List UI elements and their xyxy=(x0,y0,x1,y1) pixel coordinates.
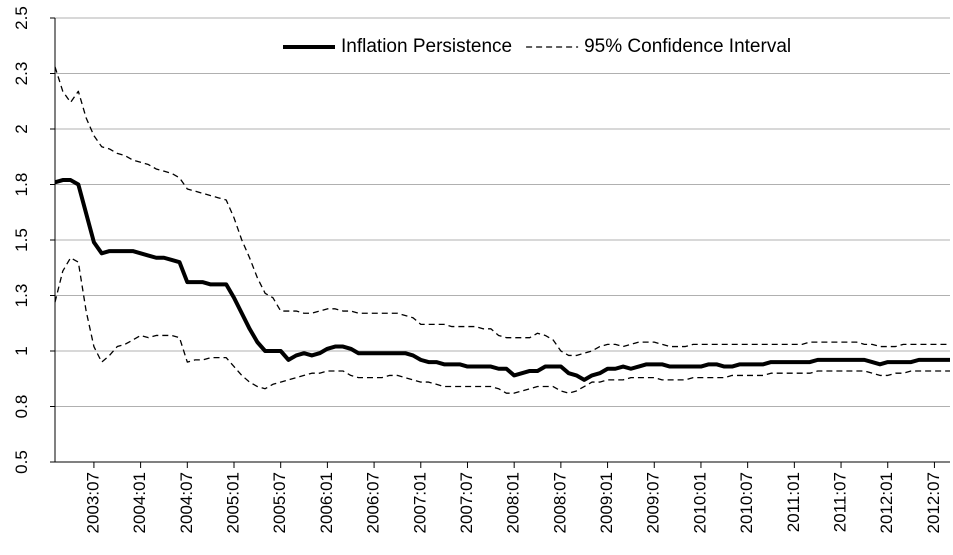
x-tick-label: 2006:01 xyxy=(317,472,336,533)
y-tick-label: 2 xyxy=(12,124,31,133)
x-tick-label: 2003:07 xyxy=(83,472,102,533)
y-tick-label: 2.3 xyxy=(12,62,31,86)
x-tick-label: 2011:07 xyxy=(831,472,850,532)
x-tick-label: 2009:01 xyxy=(597,472,616,533)
y-tick-label: 1.3 xyxy=(12,284,31,308)
x-tick-label: 2012:01 xyxy=(877,472,896,533)
x-tick-label: 2005:07 xyxy=(270,472,289,533)
x-tick-label: 2011:01 xyxy=(784,472,803,532)
y-tick-label: 0.5 xyxy=(12,450,31,474)
line-series xyxy=(54,257,950,394)
x-tick-label: 2005:01 xyxy=(223,472,242,533)
x-tick-label: 2009:07 xyxy=(644,472,663,533)
x-tick-label: 2006:07 xyxy=(364,472,383,533)
x-tick-label: 2008:07 xyxy=(550,472,569,533)
y-tick-label: 1 xyxy=(12,346,31,355)
legend-label: Inflation Persistence xyxy=(341,36,512,57)
legend-label: 95% Confidence Interval xyxy=(584,36,791,57)
x-tick-label: 2007:01 xyxy=(410,472,429,533)
x-tick-label: 2010:01 xyxy=(690,472,709,533)
y-tick-label: 0.8 xyxy=(12,395,31,419)
x-tick-label: 2008:01 xyxy=(504,472,523,533)
x-tick-label: 2012:07 xyxy=(924,472,943,533)
x-tick-label: 2004:01 xyxy=(130,472,149,533)
line-series xyxy=(54,66,950,357)
y-tick-label: 1.8 xyxy=(12,173,31,197)
x-tick-label: 2007:07 xyxy=(457,472,476,533)
y-tick-label: 1.5 xyxy=(12,228,31,252)
line-series xyxy=(54,178,950,382)
x-tick-label: 2010:07 xyxy=(737,472,756,533)
y-tick-label: 2.5 xyxy=(12,6,31,30)
x-tick-label: 2004:07 xyxy=(177,472,196,533)
